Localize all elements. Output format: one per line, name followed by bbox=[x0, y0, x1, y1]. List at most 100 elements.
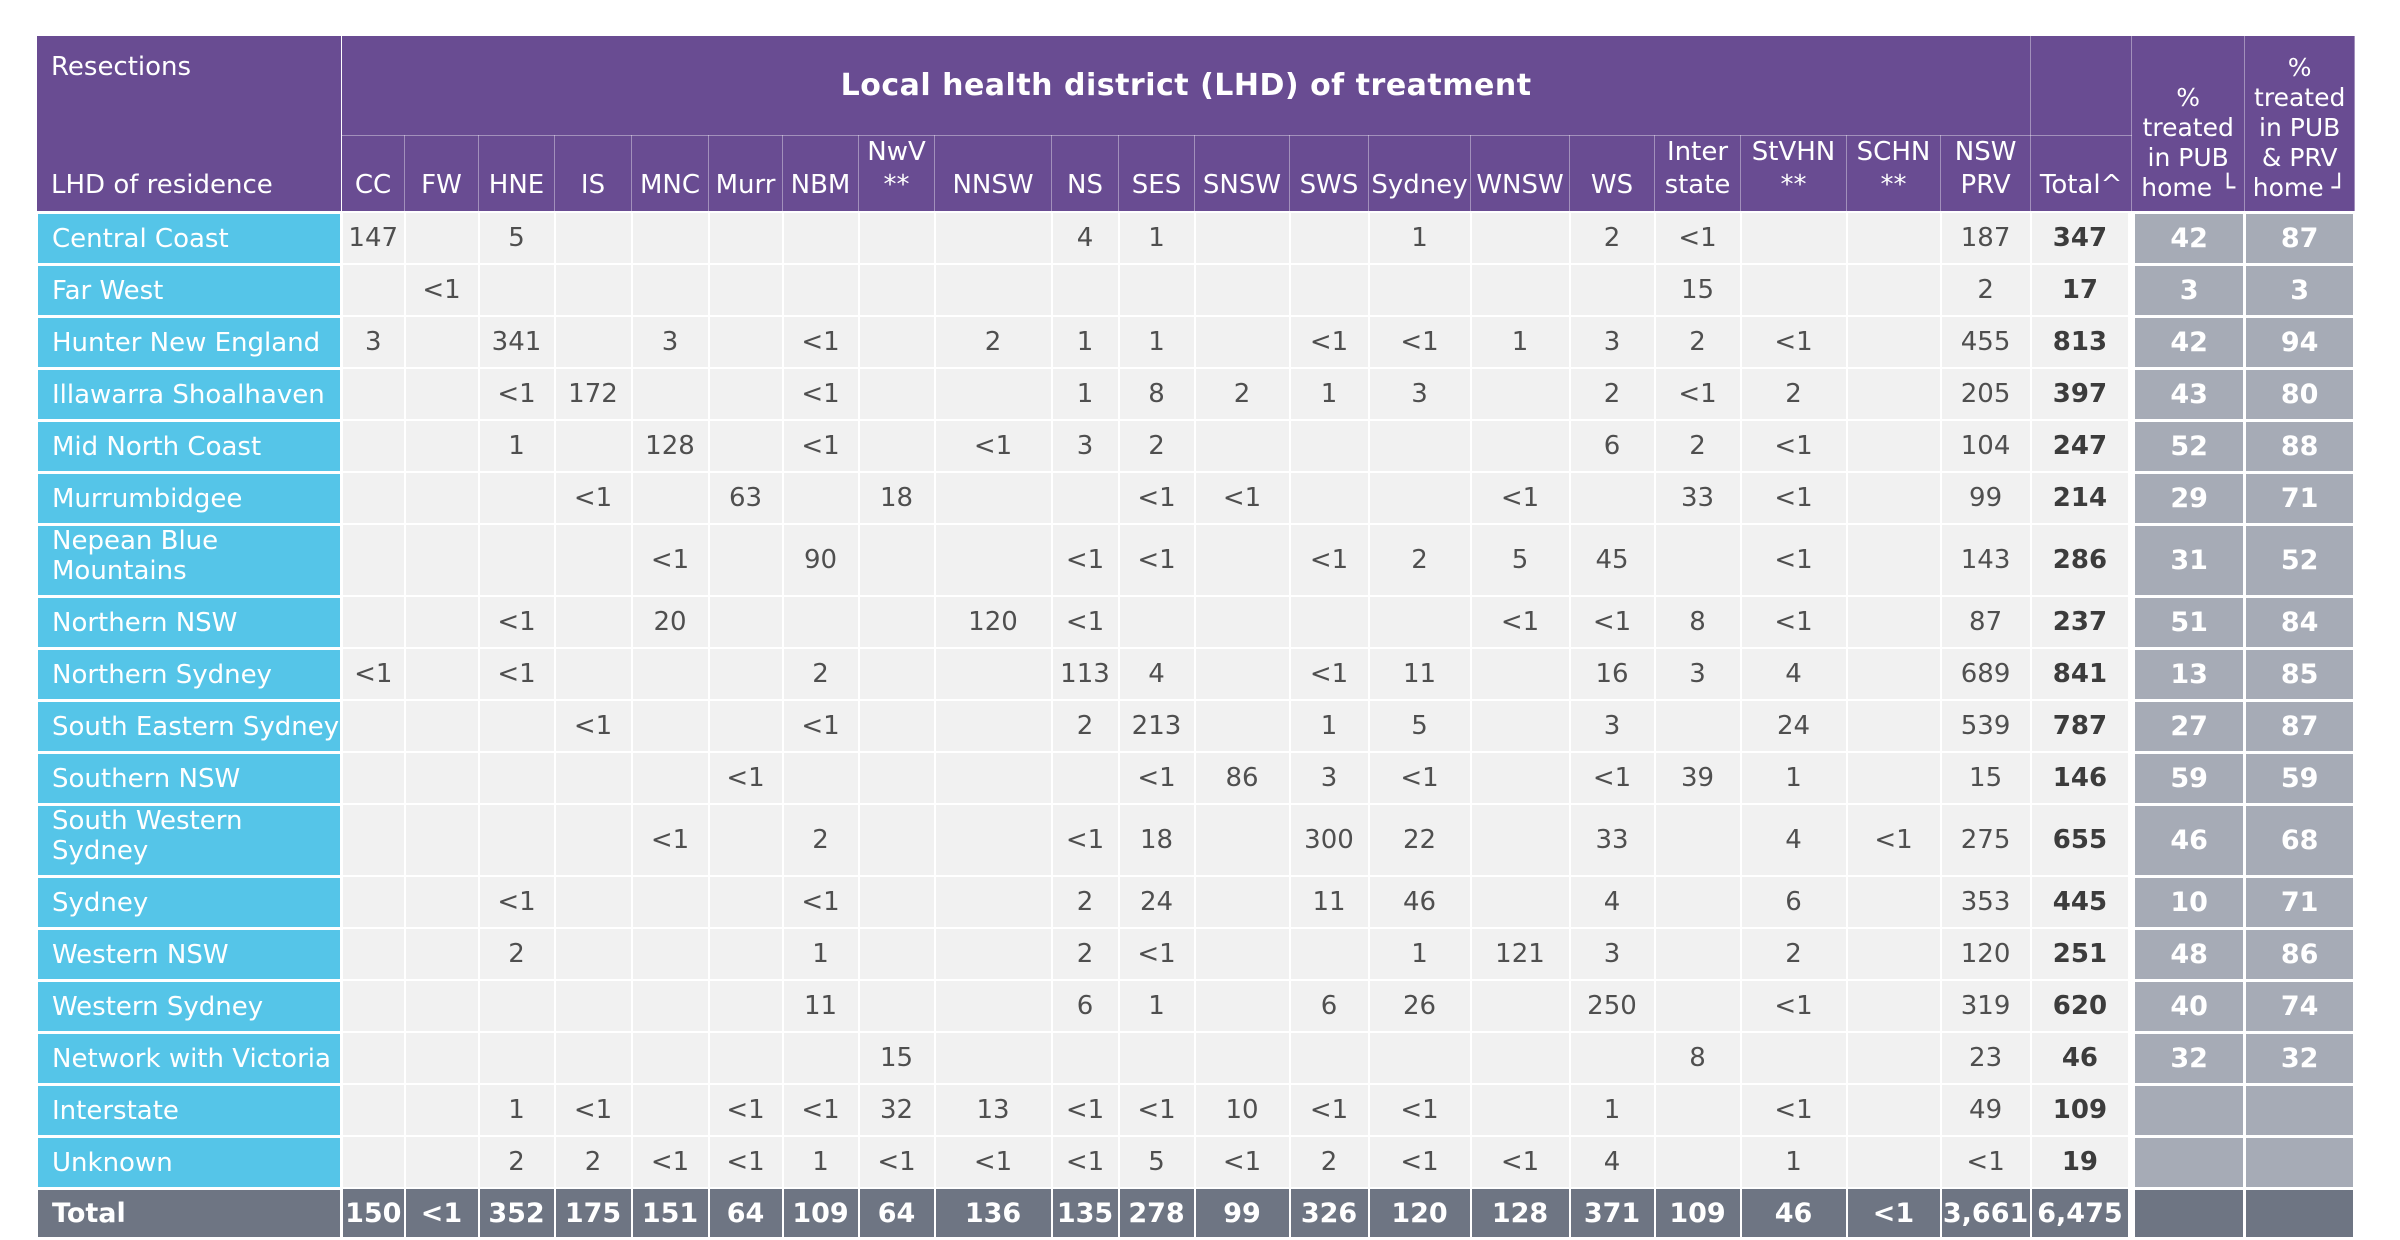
data-cell bbox=[781, 263, 860, 317]
row-label: Murrumbidgee bbox=[35, 470, 343, 526]
pct-cell: 43 bbox=[2128, 366, 2247, 422]
data-cell bbox=[1193, 523, 1291, 597]
data-cell: 5 bbox=[1367, 699, 1472, 753]
data-cell: 6 bbox=[1568, 419, 1656, 473]
pct-cell: 3 bbox=[2128, 262, 2247, 318]
data-cell: 3,661 bbox=[1939, 1187, 2032, 1239]
data-cell bbox=[477, 471, 556, 525]
data-cell bbox=[857, 875, 936, 929]
data-cell bbox=[1469, 1083, 1571, 1137]
data-cell bbox=[340, 1031, 406, 1085]
data-cell: 278 bbox=[1117, 1187, 1196, 1239]
data-cell bbox=[1469, 699, 1571, 753]
data-cell bbox=[1469, 419, 1571, 473]
data-cell bbox=[857, 751, 936, 805]
col-header-nwv: NwV ** bbox=[858, 135, 935, 213]
row-label: Central Coast bbox=[35, 210, 343, 266]
pct-cell: 86 bbox=[2243, 926, 2357, 982]
data-cell bbox=[1367, 419, 1472, 473]
data-cell bbox=[1469, 647, 1571, 701]
data-cell: <1 bbox=[707, 1135, 784, 1189]
data-cell: 2 bbox=[1193, 367, 1291, 421]
data-cell bbox=[707, 647, 784, 701]
row-total-cell: 46 bbox=[2029, 1031, 2133, 1085]
data-cell bbox=[630, 471, 710, 525]
pct-pub-header: % treated in PUB home └ bbox=[2131, 35, 2246, 213]
row-dimension-label: LHD of residence bbox=[51, 169, 273, 200]
data-cell bbox=[1469, 979, 1571, 1033]
col-header-ws: WS bbox=[1569, 135, 1655, 213]
data-cell bbox=[340, 1135, 406, 1189]
data-cell bbox=[340, 751, 406, 805]
data-cell bbox=[707, 699, 784, 753]
row-total-cell: 397 bbox=[2029, 367, 2133, 421]
table-row: South Western Sydney <1 2 <1 18 300 22 33 4 <1 275… bbox=[35, 802, 2357, 878]
data-cell bbox=[707, 1031, 784, 1085]
data-cell: 128 bbox=[630, 419, 710, 473]
col-header-sydney: Sydney bbox=[1368, 135, 1471, 213]
data-cell bbox=[1653, 1135, 1742, 1189]
data-cell bbox=[1367, 595, 1472, 649]
data-cell bbox=[403, 315, 480, 369]
data-cell bbox=[630, 367, 710, 421]
table-row: Far West <1 15 2 17 3 3 bbox=[35, 262, 2357, 318]
data-cell: 1 bbox=[1050, 367, 1120, 421]
data-cell bbox=[1739, 263, 1848, 317]
data-cell: 4 bbox=[1568, 875, 1656, 929]
data-cell: 99 bbox=[1939, 471, 2032, 525]
data-cell bbox=[477, 979, 556, 1033]
data-cell: 2 bbox=[781, 803, 860, 877]
report-page: Resections LHD of residence Local health… bbox=[35, 35, 2357, 1240]
data-cell: <1 bbox=[1288, 647, 1370, 701]
data-cell: 2 bbox=[1939, 263, 2032, 317]
pct-cell: 59 bbox=[2243, 750, 2357, 806]
data-cell bbox=[1653, 523, 1742, 597]
data-cell: 1 bbox=[477, 419, 556, 473]
data-cell: 319 bbox=[1939, 979, 2032, 1033]
pct-cell bbox=[2243, 1186, 2357, 1240]
data-cell bbox=[553, 647, 633, 701]
data-cell: <1 bbox=[1117, 927, 1196, 981]
data-cell: <1 bbox=[630, 1135, 710, 1189]
data-cell bbox=[781, 211, 860, 265]
data-cell: 39 bbox=[1653, 751, 1742, 805]
data-cell: <1 bbox=[1653, 211, 1742, 265]
data-cell: <1 bbox=[1117, 751, 1196, 805]
data-cell: 3 bbox=[1568, 315, 1656, 369]
data-cell: <1 bbox=[1739, 315, 1848, 369]
data-cell bbox=[340, 263, 406, 317]
data-cell: <1 bbox=[1117, 523, 1196, 597]
data-cell: 2 bbox=[1568, 367, 1656, 421]
data-cell: <1 bbox=[1050, 595, 1120, 649]
data-cell: 4 bbox=[1739, 803, 1848, 877]
data-cell: 2 bbox=[781, 647, 860, 701]
data-cell: 6 bbox=[1739, 875, 1848, 929]
data-cell bbox=[1845, 263, 1942, 317]
data-cell bbox=[1469, 803, 1571, 877]
pct-cell: 71 bbox=[2243, 874, 2357, 930]
pct-cell: 10 bbox=[2128, 874, 2247, 930]
data-cell bbox=[553, 419, 633, 473]
data-cell: 26 bbox=[1367, 979, 1472, 1033]
data-cell: 1 bbox=[1469, 315, 1571, 369]
data-cell: 2 bbox=[1653, 315, 1742, 369]
row-label: Illawarra Shoalhaven bbox=[35, 366, 343, 422]
data-cell bbox=[707, 211, 784, 265]
data-cell bbox=[1193, 1031, 1291, 1085]
data-cell bbox=[857, 367, 936, 421]
table-row: Murrumbidgee <1 63 18 <1 <1 <1 33 <1 99 214 29 71 bbox=[35, 470, 2357, 526]
row-total-cell: 620 bbox=[2029, 979, 2133, 1033]
data-cell bbox=[707, 315, 784, 369]
data-cell: 689 bbox=[1939, 647, 2032, 701]
pct-cell: 68 bbox=[2243, 802, 2357, 878]
data-cell: 1 bbox=[1117, 315, 1196, 369]
data-cell: 2 bbox=[1288, 1135, 1370, 1189]
pct-cell: 52 bbox=[2243, 522, 2357, 598]
col-header-wnsw: WNSW bbox=[1470, 135, 1570, 213]
data-cell bbox=[630, 1083, 710, 1137]
data-cell bbox=[1050, 1031, 1120, 1085]
data-cell: <1 bbox=[1288, 315, 1370, 369]
data-cell bbox=[1469, 263, 1571, 317]
table-row: Network with Victoria 15 8 23 46 32 32 bbox=[35, 1030, 2357, 1086]
data-cell bbox=[477, 699, 556, 753]
